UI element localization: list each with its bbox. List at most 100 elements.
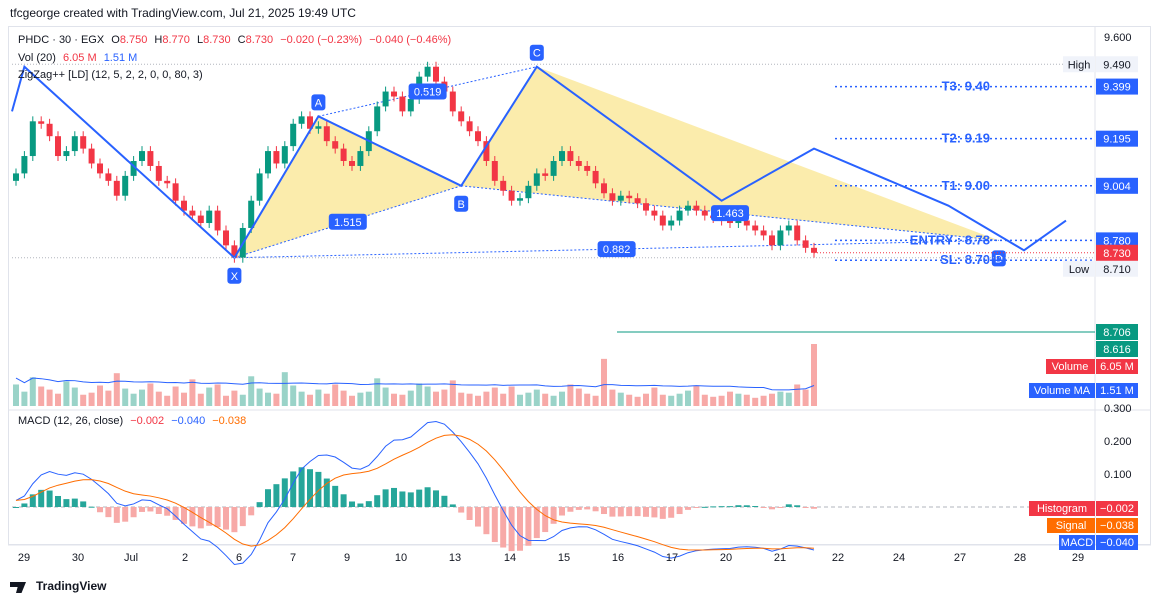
volume-bar: [88, 392, 95, 406]
macd-histogram-bar: [273, 484, 280, 507]
macd-histogram-bar: [449, 504, 456, 507]
candle-body: [475, 131, 481, 142]
candle-body: [340, 148, 347, 161]
candle-body: [248, 200, 255, 228]
candle-body: [525, 185, 532, 199]
time-tick: 6: [236, 552, 242, 564]
time-tick: 21: [774, 552, 786, 564]
candle-body: [609, 193, 616, 201]
candle-body: [256, 173, 263, 201]
macd-histogram-bar: [584, 507, 591, 510]
volume-bar: [349, 395, 355, 406]
volume-bar: [785, 392, 792, 406]
candle-body: [113, 180, 120, 196]
level-badge-text-t2: 9.195: [1103, 134, 1131, 146]
macd-histogram-bar: [155, 507, 162, 514]
macd-histogram-bar: [139, 507, 145, 512]
macd-histogram-bar: [298, 467, 305, 507]
candle-body: [466, 121, 473, 132]
macd-histogram-bar: [265, 489, 271, 507]
time-tick: 7: [290, 552, 296, 564]
volume-bar: [542, 393, 549, 406]
level-badge-text-t1: 9.004: [1103, 181, 1131, 193]
macd-histogram-bar: [80, 501, 87, 507]
volume-bar: [550, 395, 557, 406]
volume-bar: [643, 393, 649, 406]
price-tick: 9.600: [1104, 32, 1132, 44]
candle-body: [727, 220, 733, 224]
ratio-label: 0.882: [603, 244, 631, 256]
candle-body: [55, 136, 61, 157]
macd-histogram-bar: [290, 471, 297, 507]
macd-badge-label: MACD: [1061, 537, 1093, 549]
volume-bar: [214, 384, 221, 406]
candle-body: [693, 205, 700, 211]
candle-body: [105, 173, 112, 181]
macd-histogram-bar: [634, 507, 641, 517]
candle-body: [785, 225, 792, 231]
candle-body: [46, 123, 53, 137]
candle-body: [794, 225, 801, 241]
macd-histogram-bar: [97, 507, 103, 513]
volume-bar: [617, 392, 624, 406]
macd-histogram-bar: [323, 478, 330, 507]
volume-bar: [130, 393, 137, 406]
candle-body: [97, 163, 103, 174]
candle-body: [374, 106, 381, 132]
volume-bar: [223, 395, 229, 406]
ratio-line: [234, 239, 999, 259]
open-value: 8.750: [119, 34, 148, 46]
pivot-c-label: C: [533, 48, 541, 60]
volume-bar: [466, 393, 473, 406]
volume-legend[interactable]: Vol (20) 6.05 M 1.51 M: [18, 52, 141, 64]
macd-histogram-bar: [533, 507, 540, 539]
volume-bar: [685, 390, 691, 406]
volume-bar: [147, 383, 154, 406]
volume-badge-bg: [1096, 359, 1138, 374]
level-badge-text-entry: 8.780: [1103, 235, 1131, 247]
macd-histogram-bar: [181, 507, 187, 524]
symbol-label[interactable]: PHDC · 30 · EGX: [18, 34, 105, 46]
candle-body: [584, 165, 591, 171]
macd-histogram-bar: [475, 507, 481, 527]
tradingview-footer[interactable]: TradingView: [10, 579, 106, 593]
candle-body: [676, 210, 683, 221]
volume-bar: [651, 387, 658, 406]
volume-ma-badge-value: 1.51 M: [1100, 385, 1134, 397]
macd-histogram-bar: [307, 469, 313, 507]
time-tick: 15: [558, 552, 570, 564]
level-badge-text-t3: 9.399: [1103, 82, 1131, 94]
macd-legend-value-2: −0.040: [171, 415, 206, 427]
macd-histogram-bar: [281, 478, 288, 507]
volume-bar: [500, 393, 507, 406]
volume-bar: [433, 391, 439, 406]
candle-body: [223, 230, 229, 246]
macd-histogram-bar: [63, 499, 70, 507]
candle-body: [811, 247, 817, 253]
volume-bar: [449, 380, 456, 406]
close-value: 8.730: [245, 34, 274, 46]
volume-bar: [105, 390, 112, 406]
macd-legend[interactable]: MACD (12, 26, close) −0.002 −0.040 −0.03…: [18, 415, 250, 427]
macd-histogram-bar: [651, 507, 658, 518]
macd-histogram-bar: [349, 501, 355, 507]
candle-body: [617, 195, 624, 201]
zigzag-legend[interactable]: ZigZag++ [LD] (12, 5, 2, 2, 0, 0, 80, 3): [18, 69, 207, 81]
level-label-t1: T1: 9.00: [942, 178, 990, 193]
time-tick: 9: [344, 552, 350, 564]
macd-histogram-bar: [433, 490, 439, 507]
volume-bar: [483, 391, 490, 406]
macd-badge-value: −0.038: [1100, 520, 1134, 532]
macd-badge-label: Signal: [1056, 520, 1087, 532]
tradingview-logo-icon: [10, 579, 32, 593]
volume-badge-label: Volume: [1052, 361, 1089, 373]
volume-bar: [21, 391, 28, 406]
macd-histogram-bar: [407, 492, 414, 507]
candle-body: [281, 146, 288, 164]
high-label: H: [154, 34, 163, 46]
volume-bar: [811, 344, 817, 406]
macd-histogram-bar: [172, 507, 179, 520]
zigzag-line: [11, 64, 1067, 260]
macd-histogram-bar: [147, 507, 154, 512]
